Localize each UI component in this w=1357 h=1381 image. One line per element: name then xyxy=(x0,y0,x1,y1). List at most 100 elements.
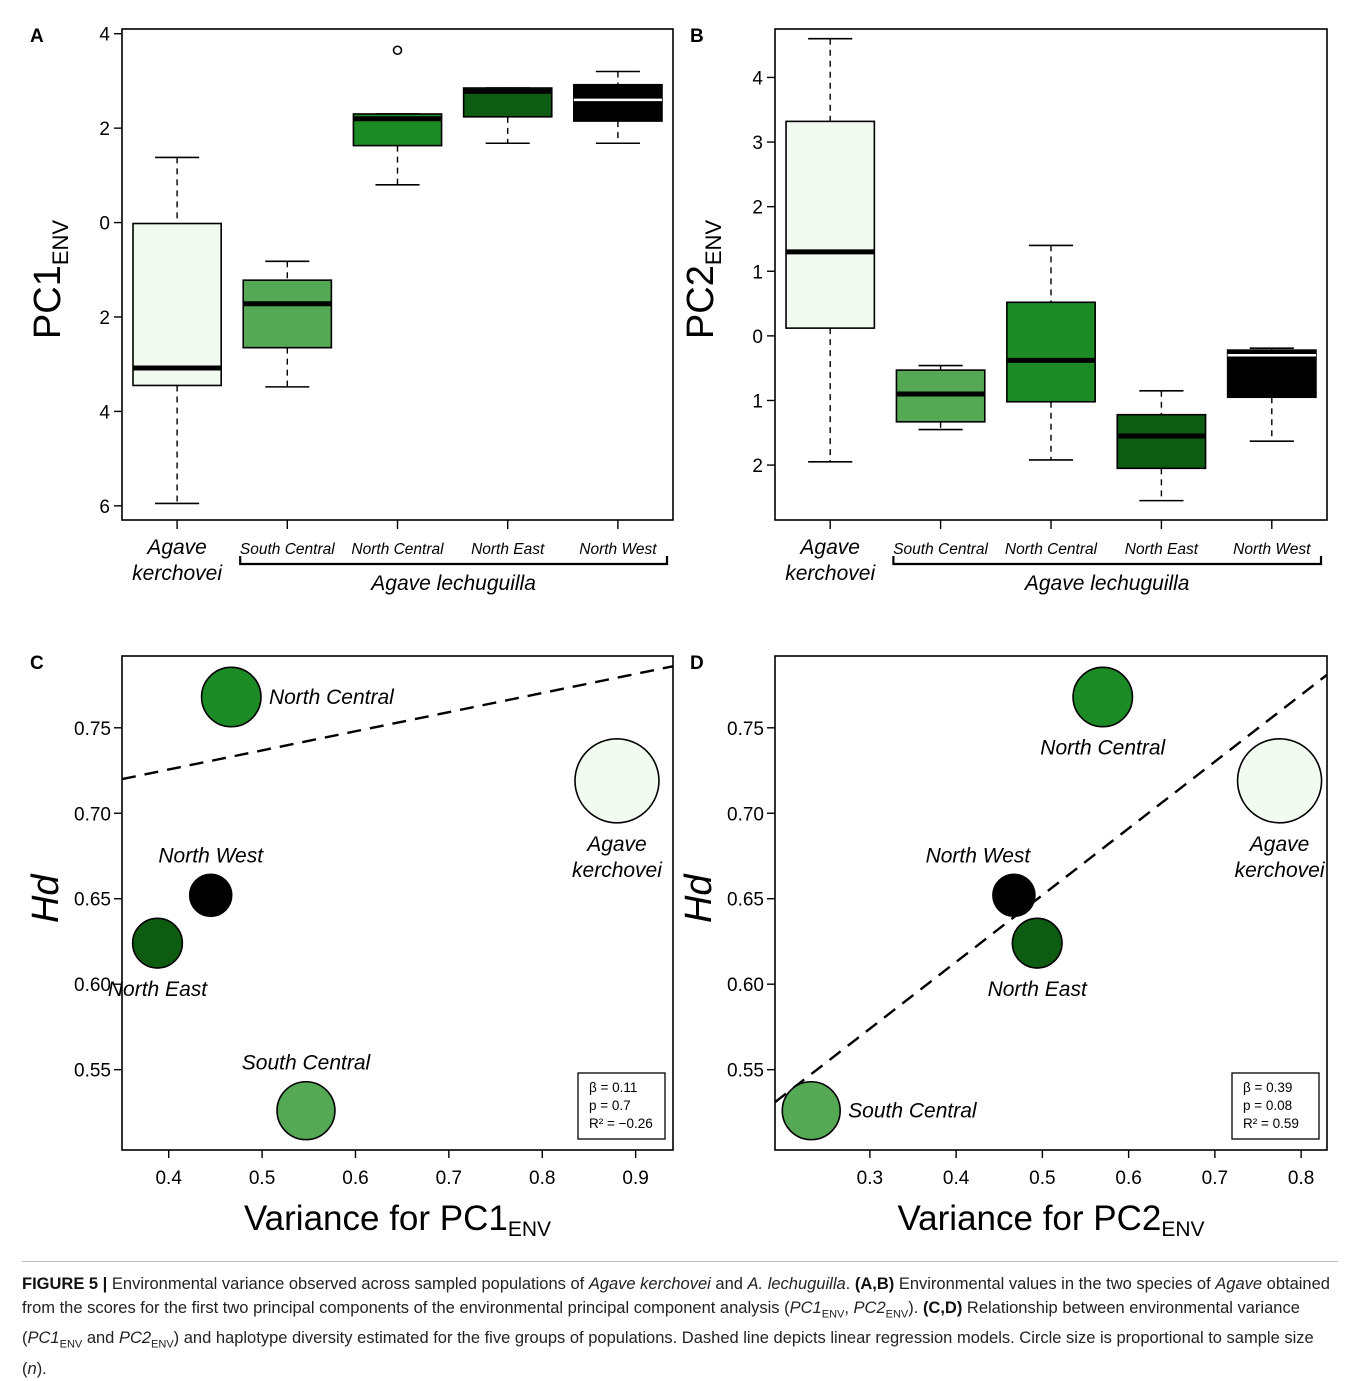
point-label: South Central xyxy=(848,1100,978,1123)
point-label: North East xyxy=(108,978,208,1001)
point-agave-kerchovei: Agave kerchovei xyxy=(1235,737,1326,882)
point-label: North Central xyxy=(1040,737,1166,760)
data-point xyxy=(131,917,184,969)
y-tick-label: 2 xyxy=(99,119,110,140)
box-body xyxy=(1116,413,1207,470)
x-tick-label: 0.5 xyxy=(1029,1168,1055,1189)
species-label-kerchovei-line2: kerchovei xyxy=(785,562,876,585)
y-tick-label: 0.70 xyxy=(74,804,111,825)
x-tick-label: North Central xyxy=(1005,541,1098,558)
data-point xyxy=(1236,737,1323,824)
point-label: North East xyxy=(988,978,1088,1001)
outlier-point xyxy=(392,45,403,56)
x-tick-label: 0.7 xyxy=(436,1168,462,1189)
species-label-kerchovei-line1: Agave xyxy=(798,536,860,559)
y-tick-label: 1 xyxy=(752,391,763,412)
box-north-east: North East xyxy=(462,87,553,558)
x-tick-label: 0.7 xyxy=(1202,1168,1228,1189)
regression-line xyxy=(775,673,1327,1104)
x-tick-label: North East xyxy=(1125,541,1199,558)
species-label-lechuguilla: Agave lechuguilla xyxy=(1023,572,1190,595)
x-tick-label: 0.6 xyxy=(1115,1168,1141,1189)
y-tick-label: 0 xyxy=(752,327,763,348)
y-tick-label: 0.65 xyxy=(727,890,764,911)
y-tick-label: 4 xyxy=(99,402,110,423)
point-label: North West xyxy=(158,844,264,867)
panel-letter: B xyxy=(690,26,704,47)
x-tick-label: North Central xyxy=(351,541,444,558)
panel-a: A 4 2 0 2 4 6 PC1ENV South Central North Central N… xyxy=(27,25,674,595)
data-point xyxy=(200,666,262,728)
stats-line: R² = −0.26 xyxy=(589,1116,653,1131)
species-label-lechuguilla: Agave lechuguilla xyxy=(369,572,536,595)
y-tick-label: 0.75 xyxy=(74,719,111,740)
point-label: Agave xyxy=(1248,833,1310,856)
data-point xyxy=(992,873,1036,918)
data-point xyxy=(1011,917,1063,969)
y-tick-label: 1 xyxy=(752,262,763,283)
stats-line: β = 0.11 xyxy=(589,1080,637,1095)
y-tick-label: 0 xyxy=(99,214,110,235)
box-agave-kerchovei xyxy=(132,156,222,529)
point-north-west: North West xyxy=(158,844,264,918)
point-north-east: North East xyxy=(108,917,208,1001)
figure-caption-text: FIGURE 5 | Environmental variance observ… xyxy=(22,1275,1330,1378)
box-body xyxy=(1226,349,1317,399)
x-axis-label: Variance for PC2ENV xyxy=(897,1199,1204,1241)
y-tick-label: 0.55 xyxy=(727,1061,764,1082)
x-tick-label: 0.4 xyxy=(943,1168,970,1189)
species-label-kerchovei-line2: kerchovei xyxy=(132,562,223,585)
panel-letter: A xyxy=(30,26,44,47)
point-north-central: North Central xyxy=(1040,666,1167,760)
point-label: kerchovei xyxy=(572,859,663,882)
box-north-west: North West xyxy=(1226,347,1317,558)
x-tick-label: 0.8 xyxy=(1288,1168,1314,1189)
panel-letter: D xyxy=(690,653,704,674)
box-north-central: North Central xyxy=(351,45,444,558)
lechuguilla-bracket xyxy=(239,556,669,566)
y-tick-label: 6 xyxy=(99,497,110,518)
y-tick-label: 0.60 xyxy=(74,975,111,996)
point-south-central: South Central xyxy=(781,1080,978,1141)
box-body xyxy=(785,120,876,329)
plot-frame xyxy=(121,655,674,1151)
box-body xyxy=(1006,301,1096,403)
box-agave-kerchovei xyxy=(785,37,876,529)
box-north-central: North Central xyxy=(1005,244,1098,558)
data-point xyxy=(781,1080,841,1141)
figure-canvas: A 4 2 0 2 4 6 PC1ENV South Central North Central N… xyxy=(25,25,1328,1241)
data-point xyxy=(276,1080,336,1141)
x-tick-label: North East xyxy=(471,541,545,558)
panel-letter: C xyxy=(30,653,44,674)
stats-line: R² = 0.59 xyxy=(1243,1116,1299,1131)
point-label: North West xyxy=(926,844,1032,867)
y-axis-label: Hd xyxy=(678,873,720,923)
species-label-kerchovei-line1: Agave xyxy=(145,536,207,559)
x-axis-label: Variance for PC1ENV xyxy=(244,1199,551,1241)
data-point xyxy=(1072,666,1134,728)
stats-line: p = 0.7 xyxy=(589,1098,631,1113)
x-tick-label: North West xyxy=(1233,541,1311,558)
point-north-central: North Central xyxy=(200,666,395,728)
stats-box xyxy=(577,1072,666,1140)
stats-line: p = 0.08 xyxy=(1243,1098,1292,1113)
y-tick-label: 0.65 xyxy=(74,890,111,911)
data-point xyxy=(188,873,233,918)
lechuguilla-bracket xyxy=(892,556,1323,566)
point-north-west: North West xyxy=(926,844,1036,918)
y-axis-label: PC2ENV xyxy=(680,220,726,339)
figure-caption: FIGURE 5 | Environmental variance observ… xyxy=(22,1261,1338,1378)
y-tick-label: 0.70 xyxy=(727,804,764,825)
panel-b: B 4 3 2 1 0 1 2 PC2ENV South Central North Central… xyxy=(680,26,1328,595)
y-tick-label: 2 xyxy=(99,308,110,329)
x-tick-label: North West xyxy=(579,541,657,558)
y-axis-label: Hd xyxy=(25,873,67,923)
x-tick-label: South Central xyxy=(893,541,988,558)
stats-line: β = 0.39 xyxy=(1243,1080,1292,1095)
x-tick-label: 0.3 xyxy=(857,1168,883,1189)
point-south-central: South Central xyxy=(242,1052,372,1141)
x-tick-label: 0.4 xyxy=(155,1168,182,1189)
regression-line xyxy=(122,665,673,781)
x-tick-label: 0.6 xyxy=(342,1168,368,1189)
point-north-east: North East xyxy=(988,917,1088,1001)
